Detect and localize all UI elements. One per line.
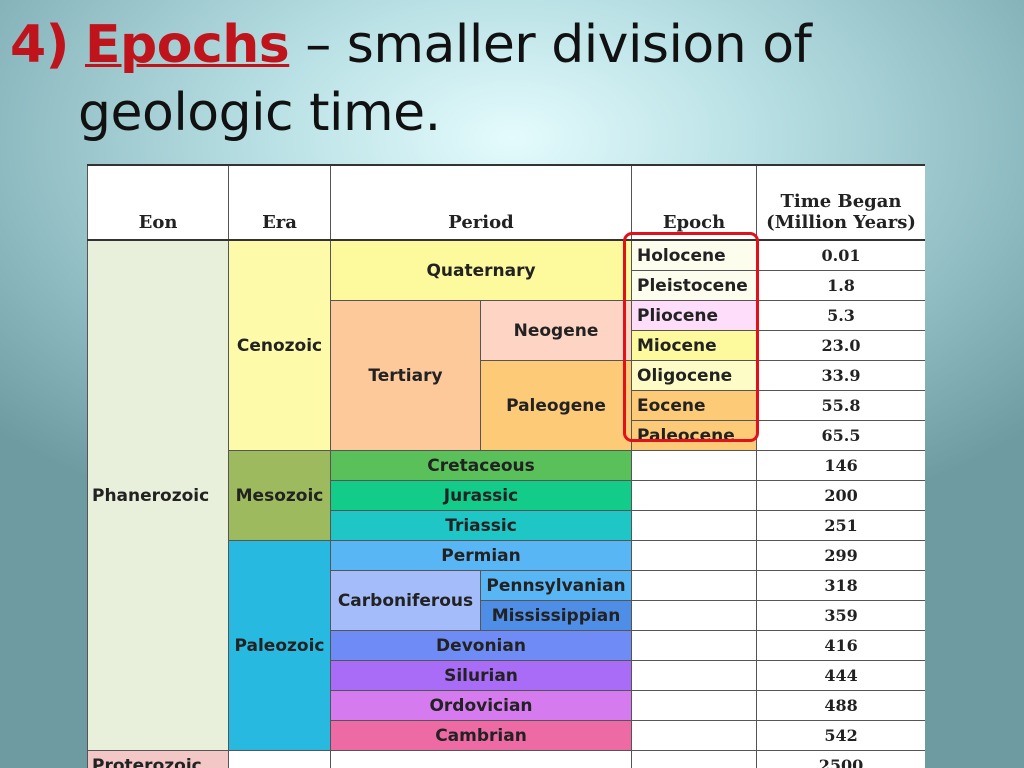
epoch-empty — [631, 660, 758, 691]
time-cell: 488 — [756, 690, 925, 721]
time-cell: 200 — [756, 480, 925, 511]
eon-phanerozoic: Phanerozoic — [87, 239, 229, 751]
period-jurassic: Jurassic — [329, 480, 633, 511]
epoch-empty — [631, 750, 758, 768]
period-pennsylvanian: Pennsylvanian — [479, 570, 633, 601]
period-tertiary: Tertiary — [330, 300, 481, 451]
table-row: Paleogene Oligocene 33.9 — [88, 360, 925, 451]
period-paleogene: Paleogene — [479, 360, 633, 451]
time-cell: 359 — [756, 600, 925, 631]
title-number: 4) — [10, 15, 69, 75]
table-row: Triassic 251 — [88, 510, 925, 541]
epoch-pliocene: Pliocene — [631, 300, 758, 331]
time-cell: 55.8 — [756, 390, 925, 421]
time-cell: 33.9 — [756, 360, 925, 391]
header-time: Time Began (Million Years) — [756, 164, 925, 241]
time-cell: 0.01 — [756, 239, 925, 271]
epoch-pleistocene: Pleistocene — [631, 270, 758, 301]
epoch-empty — [631, 720, 758, 751]
time-cell: 299 — [756, 540, 925, 571]
table-row: Devonian 416 — [88, 630, 925, 661]
period-triassic: Triassic — [329, 510, 633, 541]
title-keyword: Epochs — [84, 15, 290, 75]
header-epoch: Epoch — [631, 164, 758, 241]
epoch-empty — [631, 450, 758, 481]
epoch-empty — [631, 600, 758, 631]
epoch-empty — [631, 570, 758, 601]
table-row: Silurian 444 — [88, 660, 925, 691]
period-carboniferous: Carboniferous — [330, 570, 481, 631]
epoch-holocene: Holocene — [631, 239, 758, 271]
table-row: Mesozoic Cretaceous 146 — [88, 450, 925, 541]
period-neogene: Neogene — [479, 300, 633, 361]
eon-proterozoic: Proterozoic — [87, 750, 229, 768]
table-row: Tertiary Neogene Pliocene 5.3 — [88, 300, 925, 451]
time-cell: 318 — [756, 570, 925, 601]
epoch-empty — [631, 690, 758, 721]
header-time-line1: Time Began — [780, 191, 902, 212]
table-row: Proterozoic 2500 — [87, 750, 925, 768]
era-mesozoic: Mesozoic — [228, 450, 331, 541]
time-cell: 146 — [756, 450, 925, 481]
time-cell: 444 — [756, 660, 925, 691]
period-silurian: Silurian — [329, 660, 633, 691]
epoch-oligocene: Oligocene — [631, 360, 758, 391]
header-period: Period — [329, 164, 633, 241]
table-row: Cambrian 542 — [88, 720, 925, 751]
period-quaternary: Quaternary — [329, 239, 633, 301]
epoch-empty — [631, 510, 758, 541]
epoch-paleocene: Paleocene — [631, 420, 758, 451]
time-cell: 542 — [756, 720, 925, 751]
period-ordovician: Ordovician — [329, 690, 633, 721]
title-line2: geologic time. — [78, 83, 441, 143]
header-row: Eon Era Period Epoch Time Began (Million… — [87, 164, 925, 241]
table-row: Paleocene 65.5 — [88, 420, 925, 451]
period-empty — [329, 750, 633, 768]
table-row: Pleistocene 1.8 — [88, 270, 925, 301]
time-cell: 416 — [756, 630, 925, 661]
table-row: Carboniferous Pennsylvanian 318 — [88, 570, 925, 631]
table-row: Jurassic 200 — [88, 480, 925, 511]
epoch-empty — [631, 540, 758, 571]
time-cell: 251 — [756, 510, 925, 541]
era-paleozoic: Paleozoic — [228, 540, 331, 751]
time-cell: 23.0 — [756, 330, 925, 361]
header-era: Era — [228, 164, 331, 241]
epoch-empty — [631, 630, 758, 661]
table-row: Phanerozoic Cenozoic Quaternary Holocene… — [87, 239, 925, 751]
era-empty — [228, 750, 331, 768]
table-row: Eocene 55.8 — [88, 390, 925, 421]
period-devonian: Devonian — [329, 630, 633, 661]
period-cambrian: Cambrian — [329, 720, 633, 751]
epoch-empty — [631, 480, 758, 511]
slide-title: 4) Epochs – smaller division of geologic… — [10, 14, 1010, 144]
period-permian: Permian — [329, 540, 633, 571]
header-time-line2: (Million Years) — [766, 212, 916, 233]
period-cretaceous: Cretaceous — [329, 450, 633, 481]
table-row: Miocene 23.0 — [88, 330, 925, 361]
epoch-eocene: Eocene — [631, 390, 758, 421]
title-rest: – smaller division of — [289, 15, 812, 75]
time-cell: 2500 — [756, 750, 925, 768]
time-cell: 5.3 — [756, 300, 925, 331]
table-row: Paleozoic Permian 299 — [88, 540, 925, 751]
period-mississippian: Mississippian — [479, 600, 633, 631]
geologic-time-table: Eon Era Period Epoch Time Began (Million… — [87, 164, 925, 768]
epoch-miocene: Miocene — [631, 330, 758, 361]
header-eon: Eon — [87, 164, 229, 241]
time-cell: 1.8 — [756, 270, 925, 301]
time-cell: 65.5 — [756, 420, 925, 451]
era-cenozoic: Cenozoic — [228, 239, 331, 451]
